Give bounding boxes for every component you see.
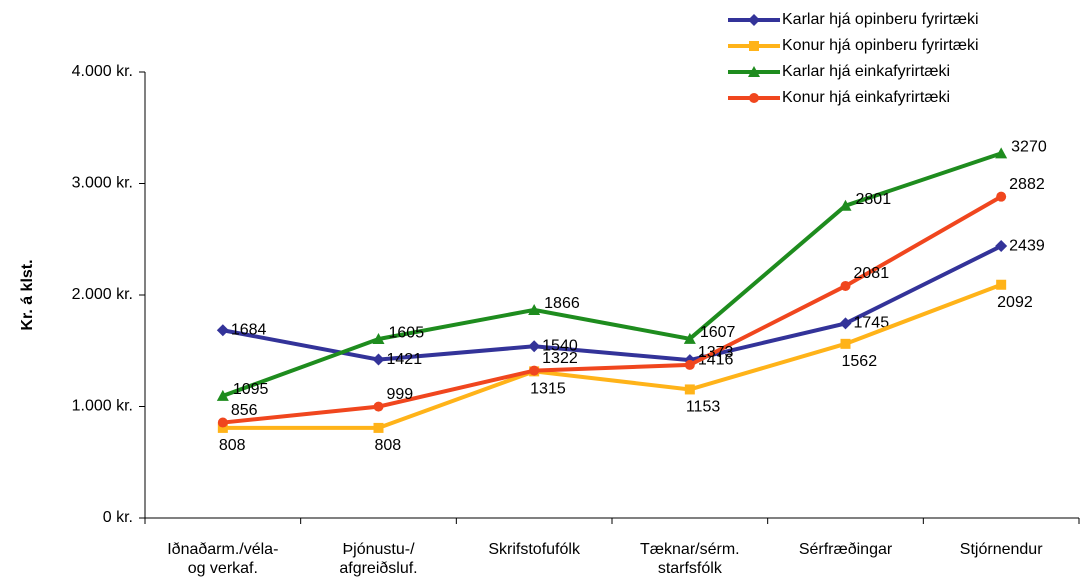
data-label: 856 [231, 402, 258, 419]
marker [749, 41, 759, 51]
data-label: 2882 [1009, 176, 1045, 193]
data-label: 999 [387, 386, 414, 403]
data-label: 1605 [389, 324, 425, 341]
marker [373, 422, 384, 433]
marker [995, 147, 1008, 159]
series-line [222, 194, 1003, 425]
legend-label: Konur hjá einkafyrirtæki [782, 89, 950, 106]
data-label: 3270 [1011, 139, 1047, 156]
marker [373, 401, 384, 412]
marker [217, 422, 228, 433]
data-label: 2439 [1009, 237, 1045, 254]
data-label: 2081 [854, 265, 890, 282]
data-label: 1562 [842, 353, 878, 370]
data-label: 1745 [854, 315, 890, 332]
data-label: 2092 [997, 294, 1033, 311]
marker [216, 324, 229, 337]
x-tick-label: Stjórnendur [959, 541, 1043, 558]
marker [684, 359, 695, 370]
marker [748, 66, 760, 77]
x-tick-label: Skrifstofufólk [488, 541, 580, 558]
data-label: 2801 [856, 191, 892, 208]
series-line [222, 151, 1002, 398]
x-tick-label: Þjónustu-/ afgreiðsluf. [339, 541, 418, 577]
x-tick-label: Iðnaðarm./véla- og verkaf. [167, 541, 279, 577]
y-axis-label: Kr. á klst. [19, 259, 36, 330]
marker [839, 199, 852, 211]
marker [372, 353, 385, 366]
marker [528, 340, 541, 353]
marker [840, 338, 851, 349]
series-line [222, 282, 1002, 430]
data-label: 1322 [542, 350, 578, 367]
marker [996, 191, 1007, 202]
marker [840, 280, 851, 291]
marker [216, 389, 229, 401]
x-tick-label: Tæknar/sérm. starfsfólk [640, 541, 740, 577]
marker [217, 417, 228, 428]
y-tick-label: 0 kr. [103, 509, 133, 526]
marker [529, 365, 540, 376]
data-label: 1373 [698, 344, 734, 361]
data-label: 1684 [231, 321, 267, 338]
data-label: 1315 [530, 381, 566, 398]
marker [684, 384, 695, 395]
data-label: 1866 [544, 295, 580, 312]
marker [839, 317, 852, 330]
marker [372, 333, 385, 345]
y-tick-label: 4.000 kr. [72, 63, 133, 80]
marker [749, 93, 759, 103]
data-label: 1607 [700, 324, 736, 341]
marker [683, 332, 696, 344]
data-label: 1153 [686, 399, 721, 416]
legend-label: Karlar hjá opinberu fyrirtæki [782, 11, 979, 28]
marker [748, 14, 760, 26]
marker [995, 240, 1008, 253]
marker [528, 303, 541, 315]
series-line [222, 244, 1003, 363]
legend-label: Konur hjá opinberu fyrirtæki [782, 37, 979, 54]
y-tick-label: 2.000 kr. [72, 286, 133, 303]
data-label: 808 [375, 437, 402, 454]
legend-label: Karlar hjá einkafyrirtæki [782, 63, 950, 80]
data-label: 808 [219, 437, 246, 454]
marker [996, 279, 1007, 290]
data-label: 1540 [542, 338, 578, 355]
y-tick-label: 3.000 kr. [72, 175, 133, 192]
y-tick-label: 1.000 kr. [72, 398, 133, 415]
data-label: 1095 [233, 381, 269, 398]
data-label: 1421 [387, 351, 423, 368]
x-tick-label: Sérfræðingar [798, 541, 893, 558]
